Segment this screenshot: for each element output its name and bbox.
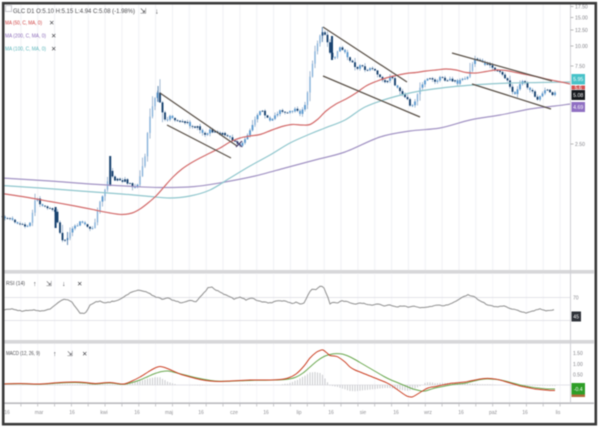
svg-text:MA (200, C, MA, 0): MA (200, C, MA, 0) <box>5 34 46 40</box>
svg-text:16: 16 <box>522 410 528 416</box>
svg-text:5.08: 5.08 <box>573 93 583 99</box>
svg-text:lip: lip <box>296 410 301 416</box>
svg-text:17.50: 17.50 <box>575 5 588 11</box>
svg-text:16: 16 <box>69 410 75 416</box>
svg-text:↓: ↓ <box>155 7 159 16</box>
svg-text:⇲: ⇲ <box>67 350 73 358</box>
svg-text:16: 16 <box>263 410 269 416</box>
svg-text:MACD (12, 26, 9): MACD (12, 26, 9) <box>6 351 40 357</box>
svg-text:16: 16 <box>198 410 204 416</box>
svg-text:✕: ✕ <box>77 281 82 288</box>
svg-text:-0.4: -0.4 <box>574 387 583 393</box>
svg-text:10.00: 10.00 <box>575 44 588 50</box>
svg-text:GLC D1 O:5.10 H:5.15 L:4.94 C:: GLC D1 O:5.10 H:5.15 L:4.94 C:5.08 (-1.9… <box>13 8 135 15</box>
svg-text:cze: cze <box>230 410 238 416</box>
svg-text:16: 16 <box>458 410 464 416</box>
svg-text:12.50: 12.50 <box>575 28 588 34</box>
svg-text:kwi: kwi <box>100 410 107 416</box>
svg-text:⇲: ⇲ <box>140 7 147 16</box>
svg-text:16: 16 <box>4 410 10 416</box>
svg-text:4.69: 4.69 <box>573 105 583 111</box>
svg-text:RSI (14): RSI (14) <box>6 281 25 287</box>
svg-text:16: 16 <box>393 410 399 416</box>
svg-text:✕: ✕ <box>82 351 87 358</box>
svg-text:0.50: 0.50 <box>573 373 583 379</box>
svg-text:5.6: 5.6 <box>575 86 582 92</box>
svg-text:maj: maj <box>165 410 173 416</box>
svg-text:↓: ↓ <box>62 281 66 288</box>
svg-text:⇲: ⇲ <box>46 280 52 288</box>
svg-text:16: 16 <box>134 410 140 416</box>
svg-text:lis: lis <box>556 410 561 416</box>
svg-text:16: 16 <box>328 410 334 416</box>
svg-text:sie: sie <box>360 410 367 416</box>
svg-text:paź: paź <box>489 410 498 416</box>
svg-text:7.50: 7.50 <box>575 64 585 70</box>
svg-text:2.50: 2.50 <box>575 142 585 148</box>
svg-text:70: 70 <box>573 296 579 302</box>
svg-text:15.00: 15.00 <box>575 16 588 22</box>
svg-text:↑: ↑ <box>53 351 57 358</box>
svg-text:1.00: 1.00 <box>573 362 583 368</box>
svg-text:✕: ✕ <box>51 46 56 53</box>
svg-text:5.95: 5.95 <box>573 77 583 83</box>
svg-text:MA (100, C, MA, 0): MA (100, C, MA, 0) <box>5 47 46 53</box>
svg-text:45: 45 <box>573 315 579 321</box>
svg-text:↑: ↑ <box>33 281 37 288</box>
svg-text:mar: mar <box>35 410 44 416</box>
svg-text:1.50: 1.50 <box>573 351 583 357</box>
svg-text:✕: ✕ <box>51 33 56 40</box>
svg-text:wrz: wrz <box>424 410 432 416</box>
svg-text:✕: ✕ <box>49 20 54 27</box>
svg-text:MA (50, C, MA, 0): MA (50, C, MA, 0) <box>5 21 42 27</box>
